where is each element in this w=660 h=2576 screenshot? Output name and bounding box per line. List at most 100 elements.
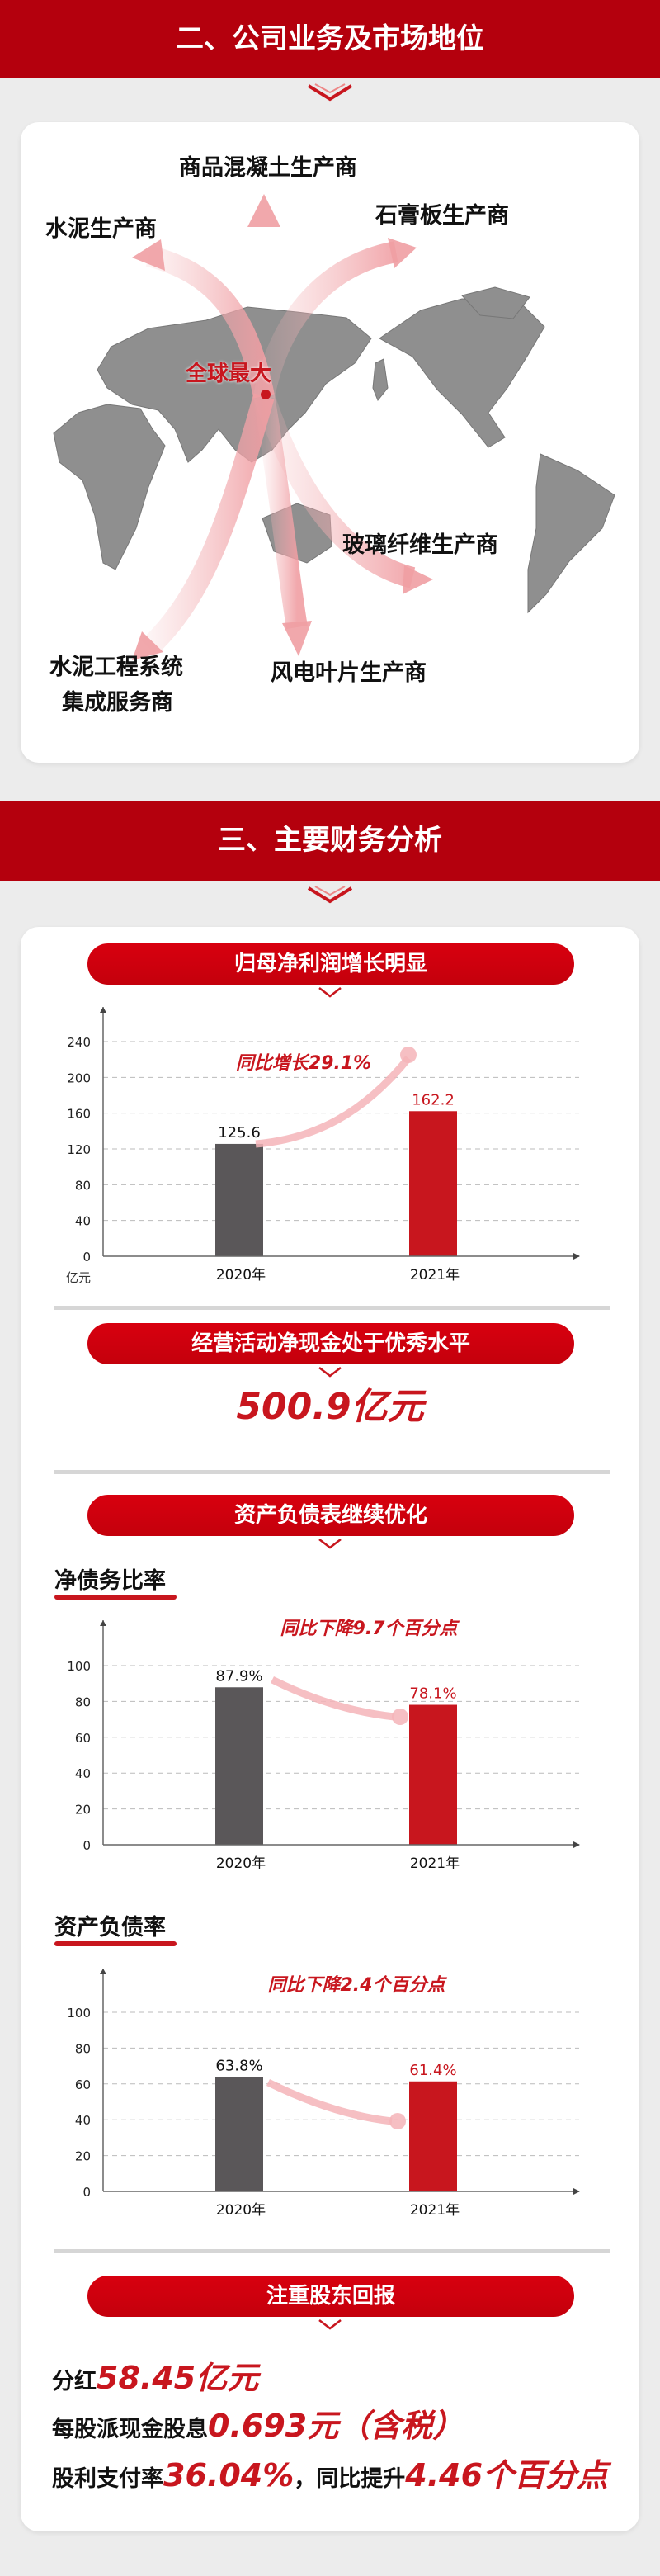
arrows: [141, 223, 416, 656]
label-cement-engineering-2: 集成服务商: [62, 690, 173, 716]
label-wind-blade: 风电叶片生产商: [271, 660, 427, 686]
dps-label: 每股派现金股息: [52, 2417, 208, 2442]
bar-2020年: [215, 1687, 263, 1845]
south-america: [527, 453, 615, 614]
y-tick-label: 80: [75, 1178, 91, 1193]
bar-2020年: [215, 2077, 263, 2191]
chevron-down-icon: [318, 987, 342, 998]
payout-line: 股利支付率36.04%，同比提升4.46个百分点: [52, 2450, 608, 2495]
pill-balance-sheet: 资产负债表继续优化: [87, 1495, 574, 1536]
y-axis-arrow-icon: [100, 1969, 106, 1974]
label-global-largest: 全球最大: [186, 362, 272, 386]
net-debt-chart: 0 20 40 60 80 100 87.9% 2020年 78.1% 2021年 同比下降9.7个…: [67, 1618, 580, 1872]
bar-value-label: 125.6: [218, 1124, 261, 1141]
bar-value-label: 61.4%: [409, 2062, 456, 2079]
divider: [54, 1306, 610, 1310]
china-dot-icon: [261, 390, 271, 399]
y-tick-label: 160: [67, 1107, 91, 1122]
chevron-down-icon: [307, 886, 353, 904]
y-axis-arrow-icon: [100, 1620, 106, 1626]
market-position-card: 商品混凝土生产商 水泥生产商 石膏板生产商 全球最大 玻璃纤维生产商 水泥工程系…: [21, 122, 639, 763]
payout-value: 36.04%: [163, 2457, 295, 2493]
chart-annotation: 同比下降2.4个百分点: [268, 1974, 448, 1996]
label-cement-engineering-1: 水泥工程系统: [50, 655, 183, 680]
trend-arrowhead-icon: [389, 2113, 406, 2129]
net-profit-chart: 0 40 80 120 160 200 240 125.6 2020年 162.2 2021年 同比增…: [67, 1007, 580, 1283]
greenland: [461, 286, 530, 319]
chevron-down-icon: [318, 2319, 342, 2330]
y-tick-label: 40: [75, 2113, 91, 2128]
dividend-value: 58.45亿元: [97, 2360, 259, 2396]
trend-arrow: [255, 1056, 412, 1148]
y-tick-label: 120: [67, 1142, 91, 1157]
label-gypsum: 石膏板生产商: [375, 203, 509, 229]
y-tick-label: 40: [75, 1766, 91, 1781]
net-debt-title: 净债务比率: [54, 1568, 166, 1594]
chart-annotation: 同比下降9.7个百分点: [280, 1618, 460, 1639]
y-tick-label: 240: [67, 1035, 91, 1050]
label-glass-fiber: 玻璃纤维生产商: [342, 532, 498, 558]
x-axis-arrow-icon: [573, 1253, 580, 1260]
y-tick-label: 60: [75, 2077, 91, 2092]
bar-value-label: 162.2: [412, 1091, 455, 1108]
trend-arrow: [266, 2078, 393, 2125]
north-america: [379, 298, 545, 448]
dividend-label: 分红: [52, 2369, 97, 2394]
y-tick-label: 20: [75, 2149, 91, 2164]
africa: [53, 404, 166, 570]
japan: [372, 358, 389, 401]
x-axis-arrow-icon: [573, 1841, 580, 1848]
dividend-line: 分红58.45亿元: [52, 2352, 258, 2398]
asset-liability-title: 资产负债率: [54, 1915, 166, 1940]
title-underline: [54, 1941, 177, 1946]
pill-net-profit: 归母净利润增长明显: [87, 943, 574, 985]
section-title: 三、主要财务分析: [218, 824, 442, 857]
bar-2021年: [409, 1704, 457, 1845]
finance-card: [21, 927, 639, 2531]
y-tick-label: 20: [75, 1803, 91, 1817]
x-tick-label: 2020年: [216, 1855, 266, 1872]
x-tick-label: 2021年: [410, 1267, 460, 1283]
unit-label: 亿元: [66, 1270, 92, 1285]
y-tick-label: 200: [67, 1071, 91, 1085]
y-tick-label: 100: [67, 2006, 91, 2021]
x-tick-label: 2021年: [410, 2202, 460, 2219]
y-axis-arrow-icon: [100, 1007, 106, 1013]
chevron-down-icon: [318, 1539, 342, 1549]
bar-2021年: [409, 2081, 457, 2191]
bar-2020年: [215, 1143, 263, 1256]
payout-mid-label: ，同比提升: [294, 2466, 406, 2492]
label-concrete: 商品混凝土生产商: [179, 155, 357, 181]
continents: [53, 286, 615, 614]
y-tick-label: 0: [82, 1838, 91, 1853]
chevron-down-icon: [307, 83, 353, 102]
x-tick-label: 2020年: [216, 1267, 266, 1283]
payout-increase-value: 4.46个百分点: [405, 2457, 609, 2493]
x-tick-label: 2020年: [216, 2202, 266, 2219]
section-header-business: 二、公司业务及市场地位: [0, 0, 660, 78]
y-tick-label: 80: [75, 1694, 91, 1709]
cash-flow-value: 500.9亿元: [236, 1386, 424, 1428]
x-axis-arrow-icon: [573, 2188, 580, 2195]
y-tick-label: 80: [75, 2041, 91, 2056]
bar-value-label: 78.1%: [409, 1685, 456, 1703]
divider: [54, 1470, 610, 1474]
bar-2021年: [409, 1111, 457, 1256]
world-map: [53, 194, 615, 660]
y-tick-label: 40: [75, 1214, 91, 1229]
bar-value-label: 87.9%: [215, 1667, 262, 1685]
trend-arrowhead-icon: [392, 1709, 408, 1725]
x-tick-label: 2021年: [410, 1855, 460, 1872]
y-tick-label: 100: [67, 1659, 91, 1674]
title-underline: [54, 1595, 177, 1600]
trend-arrowhead-icon: [400, 1047, 417, 1063]
y-tick-label: 60: [75, 1731, 91, 1746]
arrowheads: [132, 194, 433, 660]
dps-value: 0.693元（含税）: [208, 2408, 464, 2444]
dps-line: 每股派现金股息0.693元（含税）: [52, 2400, 464, 2446]
asset-liability-chart: 0 20 40 60 80 100 63.8% 2020年 61.4% 2021年 同比下降2.4个…: [67, 1969, 580, 2219]
bar-value-label: 63.8%: [215, 2058, 262, 2075]
chevron-down-icon: [318, 1367, 342, 1378]
divider: [54, 2249, 610, 2253]
section-title: 二、公司业务及市场地位: [176, 22, 484, 55]
